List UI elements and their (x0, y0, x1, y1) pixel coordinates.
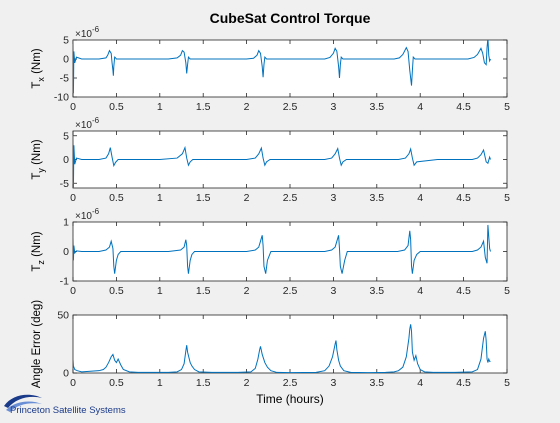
x-tick-label: 4 (417, 101, 423, 113)
swoosh-icon: Princeton Satellite Systems (4, 394, 126, 416)
y-axis-label: Tx (Nm) (31, 48, 46, 88)
x-tick-label: 1 (157, 377, 163, 389)
y-tick-label: 5 (63, 35, 69, 47)
y-multiplier-label: ×10-6 (75, 207, 100, 222)
brand-logo: Princeton Satellite Systems (2, 392, 162, 418)
y-tick-label: 0 (63, 368, 69, 380)
x-tick-label: 3.5 (369, 285, 384, 297)
y-axis-label: Angle Error (deg) (31, 300, 43, 388)
series-line (73, 324, 491, 373)
y-tick-label: 1 (63, 217, 69, 229)
x-tick-label: 4.5 (456, 101, 471, 113)
x-tick-label: 4 (417, 192, 423, 204)
y-tick-label: -5 (60, 73, 69, 85)
x-tick-label: 4.5 (456, 285, 471, 297)
x-tick-label: 3 (330, 192, 336, 204)
x-tick-label: 2.5 (283, 285, 298, 297)
x-tick-label: 0.5 (109, 101, 124, 113)
y-multiplier-label: ×10-6 (75, 116, 100, 131)
x-tick-label: 2.5 (283, 101, 298, 113)
x-tick-label: 3.5 (369, 192, 384, 204)
x-tick-label: 3 (330, 285, 336, 297)
y-tick-label: -1 (60, 276, 69, 288)
x-tick-label: 1.5 (196, 285, 211, 297)
x-tick-label: 5 (504, 192, 510, 204)
series-line (73, 135, 491, 188)
x-tick-label: 2 (244, 285, 250, 297)
y-axis-label: Ty (Nm) (31, 139, 46, 179)
x-tick-label: 4 (417, 377, 423, 389)
chart-panel-3: 0 0.5 1 1.5 2 2.5 3 3.5 4 4.5 5-101 ×10-6Tz (Nm) (31, 207, 510, 297)
x-tick-label: 0.5 (109, 192, 124, 204)
series-line (73, 40, 491, 94)
x-tick-label: 3.5 (369, 377, 384, 389)
x-tick-label: 4 (417, 285, 423, 297)
x-tick-label: 4.5 (456, 192, 471, 204)
x-tick-label: 5 (504, 285, 510, 297)
x-tick-label: 0 (70, 101, 76, 113)
x-tick-label: 1 (157, 192, 163, 204)
x-tick-label: 3 (330, 377, 336, 389)
y-tick-label: 0 (63, 154, 69, 166)
x-tick-label: 1 (157, 101, 163, 113)
chart-title: CubeSat Control Torque (210, 10, 371, 26)
plot-area (72, 39, 508, 98)
x-tick-label: 0 (70, 285, 76, 297)
brand-name: Princeton Satellite Systems (10, 405, 126, 416)
x-tick-label: 2.5 (283, 192, 298, 204)
y-axis-label: Tz (Nm) (31, 231, 46, 271)
x-tick-label: 2 (244, 192, 250, 204)
x-tick-label: 3 (330, 101, 336, 113)
x-tick-label: 1.5 (196, 377, 211, 389)
y-tick-label: 0 (63, 54, 69, 66)
chart-panel-2: 0 0.5 1 1.5 2 2.5 3 3.5 4 4.5 5-505×10-6Ty (Nm) (31, 116, 510, 204)
plot-area (72, 314, 508, 374)
y-tick-label: 5 (63, 130, 69, 142)
x-tick-label: 5 (504, 101, 510, 113)
series-line (73, 224, 491, 274)
x-tick-label: 2.5 (283, 377, 298, 389)
y-tick-label: 0 (63, 246, 69, 258)
x-tick-label: 5 (504, 377, 510, 389)
x-tick-label: 2 (244, 101, 250, 113)
x-tick-label: 0 (70, 192, 76, 204)
chart-panel-1: 0 0.5 1 1.5 2 2.5 3 3.5 4 4.5 5 -10 -5 0 5 ×10-6 Tx (Nm) (31, 25, 510, 113)
x-tick-label: 0 (70, 377, 76, 389)
x-tick-label: 1 (157, 285, 163, 297)
y-multiplier-label: ×10-6 (75, 25, 100, 40)
y-tick-label: 50 (57, 310, 69, 322)
x-tick-label: 0.5 (109, 285, 124, 297)
x-tick-label: 1.5 (196, 192, 211, 204)
y-tick-label: -10 (54, 92, 69, 104)
x-tick-label: 2 (244, 377, 250, 389)
x-axis-label: Time (hours) (256, 392, 324, 406)
x-tick-label: 4.5 (456, 377, 471, 389)
x-tick-label: 1.5 (196, 101, 211, 113)
x-tick-label: 3.5 (369, 101, 384, 113)
x-tick-label: 0.5 (109, 377, 124, 389)
y-tick-label: -5 (60, 178, 69, 190)
